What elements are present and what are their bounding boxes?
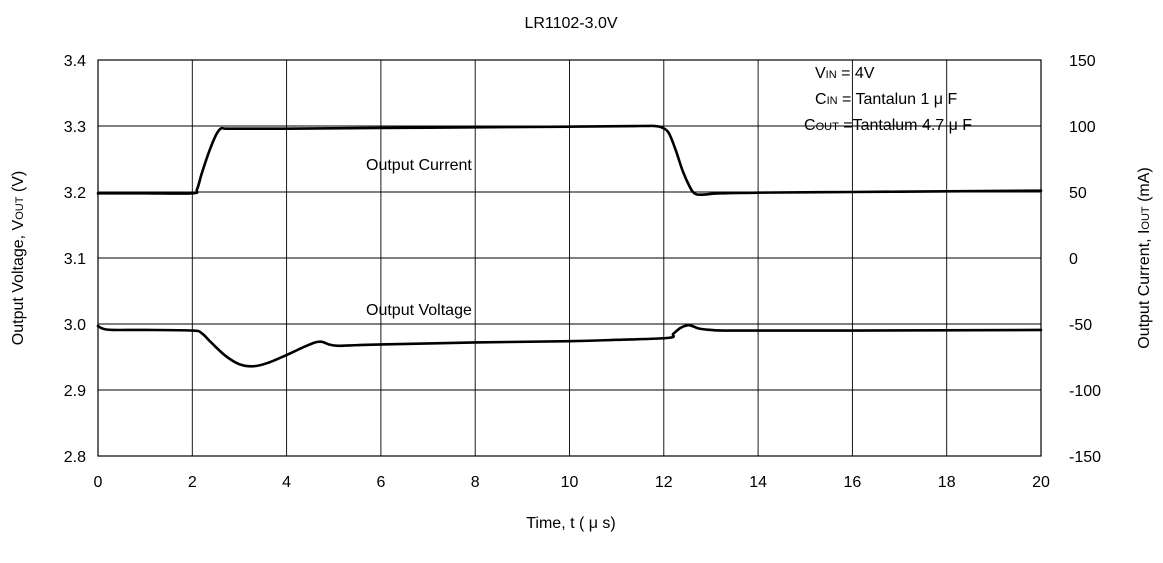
x-tick-label: 18 — [938, 474, 956, 491]
y-right-tick-label: -150 — [1069, 449, 1101, 466]
x-tick-label: 12 — [655, 474, 673, 491]
x-tick-label: 14 — [749, 474, 767, 491]
y-right-tick-label: -100 — [1069, 383, 1101, 400]
y-axis-right-label: Output Current, IOUT (mA) — [1136, 167, 1153, 349]
x-tick-label: 6 — [376, 474, 385, 491]
x-tick-label: 0 — [94, 474, 103, 491]
y-right-tick-label: 150 — [1069, 53, 1096, 70]
y-right-tick-label: 50 — [1069, 185, 1087, 202]
x-tick-label: 16 — [844, 474, 862, 491]
x-tick-label: 10 — [561, 474, 579, 491]
condition-cin: CIN = Tantalun 1 μ F — [815, 91, 957, 108]
x-axis-label: Time, t ( μ s) — [526, 515, 616, 532]
y-right-tick-label: 0 — [1069, 251, 1078, 268]
x-tick-label: 4 — [282, 474, 291, 491]
series-line-output-current — [96, 124, 1043, 196]
y-left-tick-label: 3.1 — [64, 251, 86, 268]
chart-title: LR1102-3.0V — [524, 15, 617, 32]
condition-vin: VIN = 4V — [815, 65, 875, 82]
y-left-tick-label: 3.0 — [64, 317, 86, 334]
series-line-output-voltage — [96, 323, 1043, 368]
x-tick-label: 20 — [1032, 474, 1050, 491]
condition-cout: COUT =Tantalum 4.7 μ F — [804, 117, 972, 134]
conditions-annotation: VIN = 4V CIN = Tantalun 1 μ F COUT =Tant… — [804, 65, 972, 134]
y-left-tick-label: 3.3 — [64, 119, 86, 136]
series-label-output-current: Output Current — [366, 157, 472, 174]
plot-frame — [97, 59, 1042, 457]
series-label-output-voltage: Output Voltage — [366, 302, 472, 319]
y-axis-left-label: Output Voltage, VOUT (V) — [10, 171, 27, 345]
y-left-tick-label: 2.9 — [64, 383, 86, 400]
y-right-tick-label: -50 — [1069, 317, 1092, 334]
y-left-tick-label: 3.4 — [64, 53, 86, 70]
y-left-tick-label: 2.8 — [64, 449, 86, 466]
series-layer — [96, 124, 1043, 368]
tick-labels: 0 2 4 6 8 10 12 14 16 18 20 2.8 2.9 3.0 3.1 3.2 3.3 3.4 -1… — [64, 53, 1101, 491]
y-left-tick-label: 3.2 — [64, 185, 86, 202]
y-right-tick-label: 100 — [1069, 119, 1096, 136]
x-tick-label: 2 — [188, 474, 197, 491]
x-tick-label: 8 — [471, 474, 480, 491]
